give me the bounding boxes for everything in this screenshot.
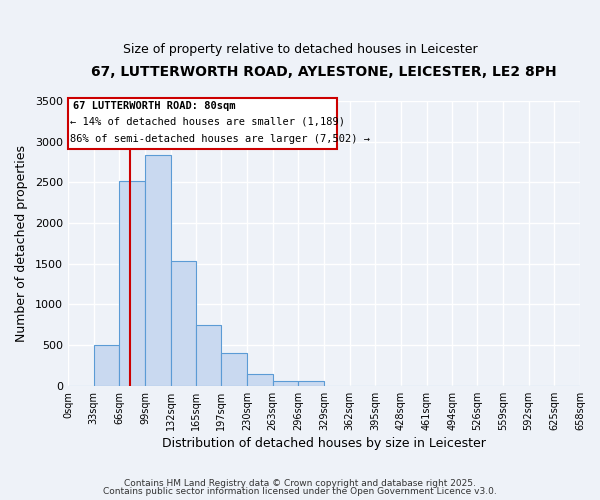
X-axis label: Distribution of detached houses by size in Leicester: Distribution of detached houses by size … [162,437,486,450]
Y-axis label: Number of detached properties: Number of detached properties [15,145,28,342]
Text: Size of property relative to detached houses in Leicester: Size of property relative to detached ho… [122,42,478,56]
Bar [221,354,247,386]
Bar [170,262,196,386]
Bar [94,345,119,386]
Bar [145,154,170,386]
Bar [272,381,298,386]
Text: Contains HM Land Registry data © Crown copyright and database right 2025.: Contains HM Land Registry data © Crown c… [124,478,476,488]
FancyBboxPatch shape [68,98,337,150]
Bar [119,180,145,386]
Bar [298,382,324,386]
Text: 67 LUTTERWORTH ROAD: 80sqm: 67 LUTTERWORTH ROAD: 80sqm [73,101,236,111]
Text: Contains public sector information licensed under the Open Government Licence v3: Contains public sector information licen… [103,488,497,496]
Text: 86% of semi-detached houses are larger (7,502) →: 86% of semi-detached houses are larger (… [70,134,370,144]
Text: ← 14% of detached houses are smaller (1,189): ← 14% of detached houses are smaller (1,… [70,116,346,126]
Title: 67, LUTTERWORTH ROAD, AYLESTONE, LEICESTER, LE2 8PH: 67, LUTTERWORTH ROAD, AYLESTONE, LEICEST… [91,65,557,79]
Bar [247,374,272,386]
Bar [196,325,221,386]
